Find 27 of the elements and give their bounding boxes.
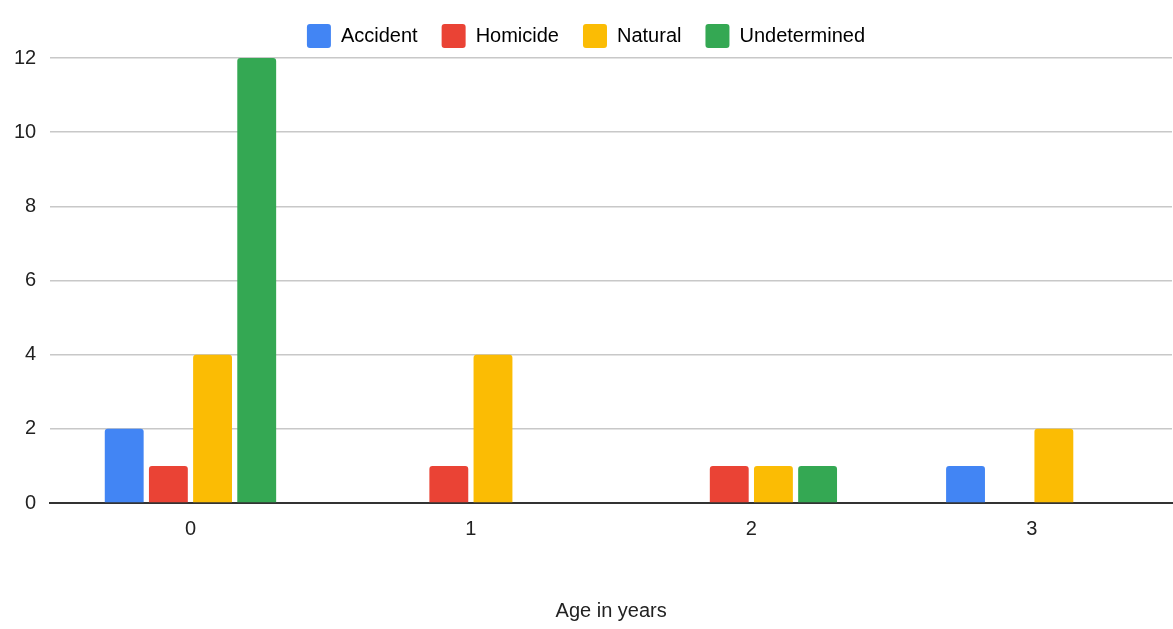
legend-label: Homicide xyxy=(475,23,559,46)
legend-label: Natural xyxy=(616,23,682,46)
y-tick-label: 12 xyxy=(14,45,37,68)
y-tick-label: 2 xyxy=(25,416,37,439)
y-tick-label: 4 xyxy=(25,342,37,365)
bar xyxy=(193,354,232,503)
y-tick-label: 8 xyxy=(25,193,37,216)
x-tick-label: 2 xyxy=(745,516,757,539)
legend-label: Accident xyxy=(340,23,419,46)
y-tick-label: 6 xyxy=(25,268,37,291)
x-tick-label: 0 xyxy=(184,516,197,539)
y-tick-label: 10 xyxy=(14,119,37,142)
bar xyxy=(148,465,188,503)
bar xyxy=(429,465,469,503)
bar xyxy=(946,465,985,503)
bar xyxy=(473,354,513,503)
x-axis-title: Age in years xyxy=(555,598,667,621)
bar xyxy=(798,465,838,503)
bar xyxy=(753,465,793,503)
legend-label: Undetermined xyxy=(739,23,866,46)
bar xyxy=(1034,428,1074,503)
y-tick-label: 0 xyxy=(25,490,37,513)
bar xyxy=(237,58,277,503)
x-tick-label: 1 xyxy=(465,516,477,539)
x-tick-label: 3 xyxy=(1026,516,1038,539)
bar xyxy=(104,428,144,503)
bar xyxy=(709,465,749,503)
